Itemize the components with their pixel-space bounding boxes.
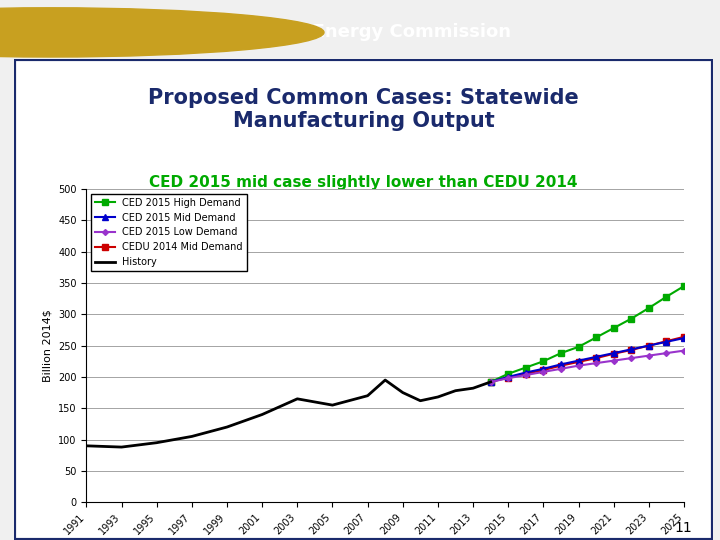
Text: 11: 11 [674, 521, 692, 535]
Text: CED 2015 mid case slightly lower than CEDU 2014: CED 2015 mid case slightly lower than CE… [149, 175, 578, 190]
Text: Proposed Common Cases: Statewide
Manufacturing Output: Proposed Common Cases: Statewide Manufac… [148, 88, 579, 131]
Circle shape [0, 8, 324, 57]
Legend: CED 2015 High Demand, CED 2015 Mid Demand, CED 2015 Low Demand, CEDU 2014 Mid De: CED 2015 High Demand, CED 2015 Mid Deman… [91, 194, 247, 271]
Y-axis label: Billion 2014$: Billion 2014$ [42, 309, 53, 382]
FancyBboxPatch shape [14, 59, 713, 540]
Text: California Energy Commission: California Energy Commission [209, 23, 511, 42]
